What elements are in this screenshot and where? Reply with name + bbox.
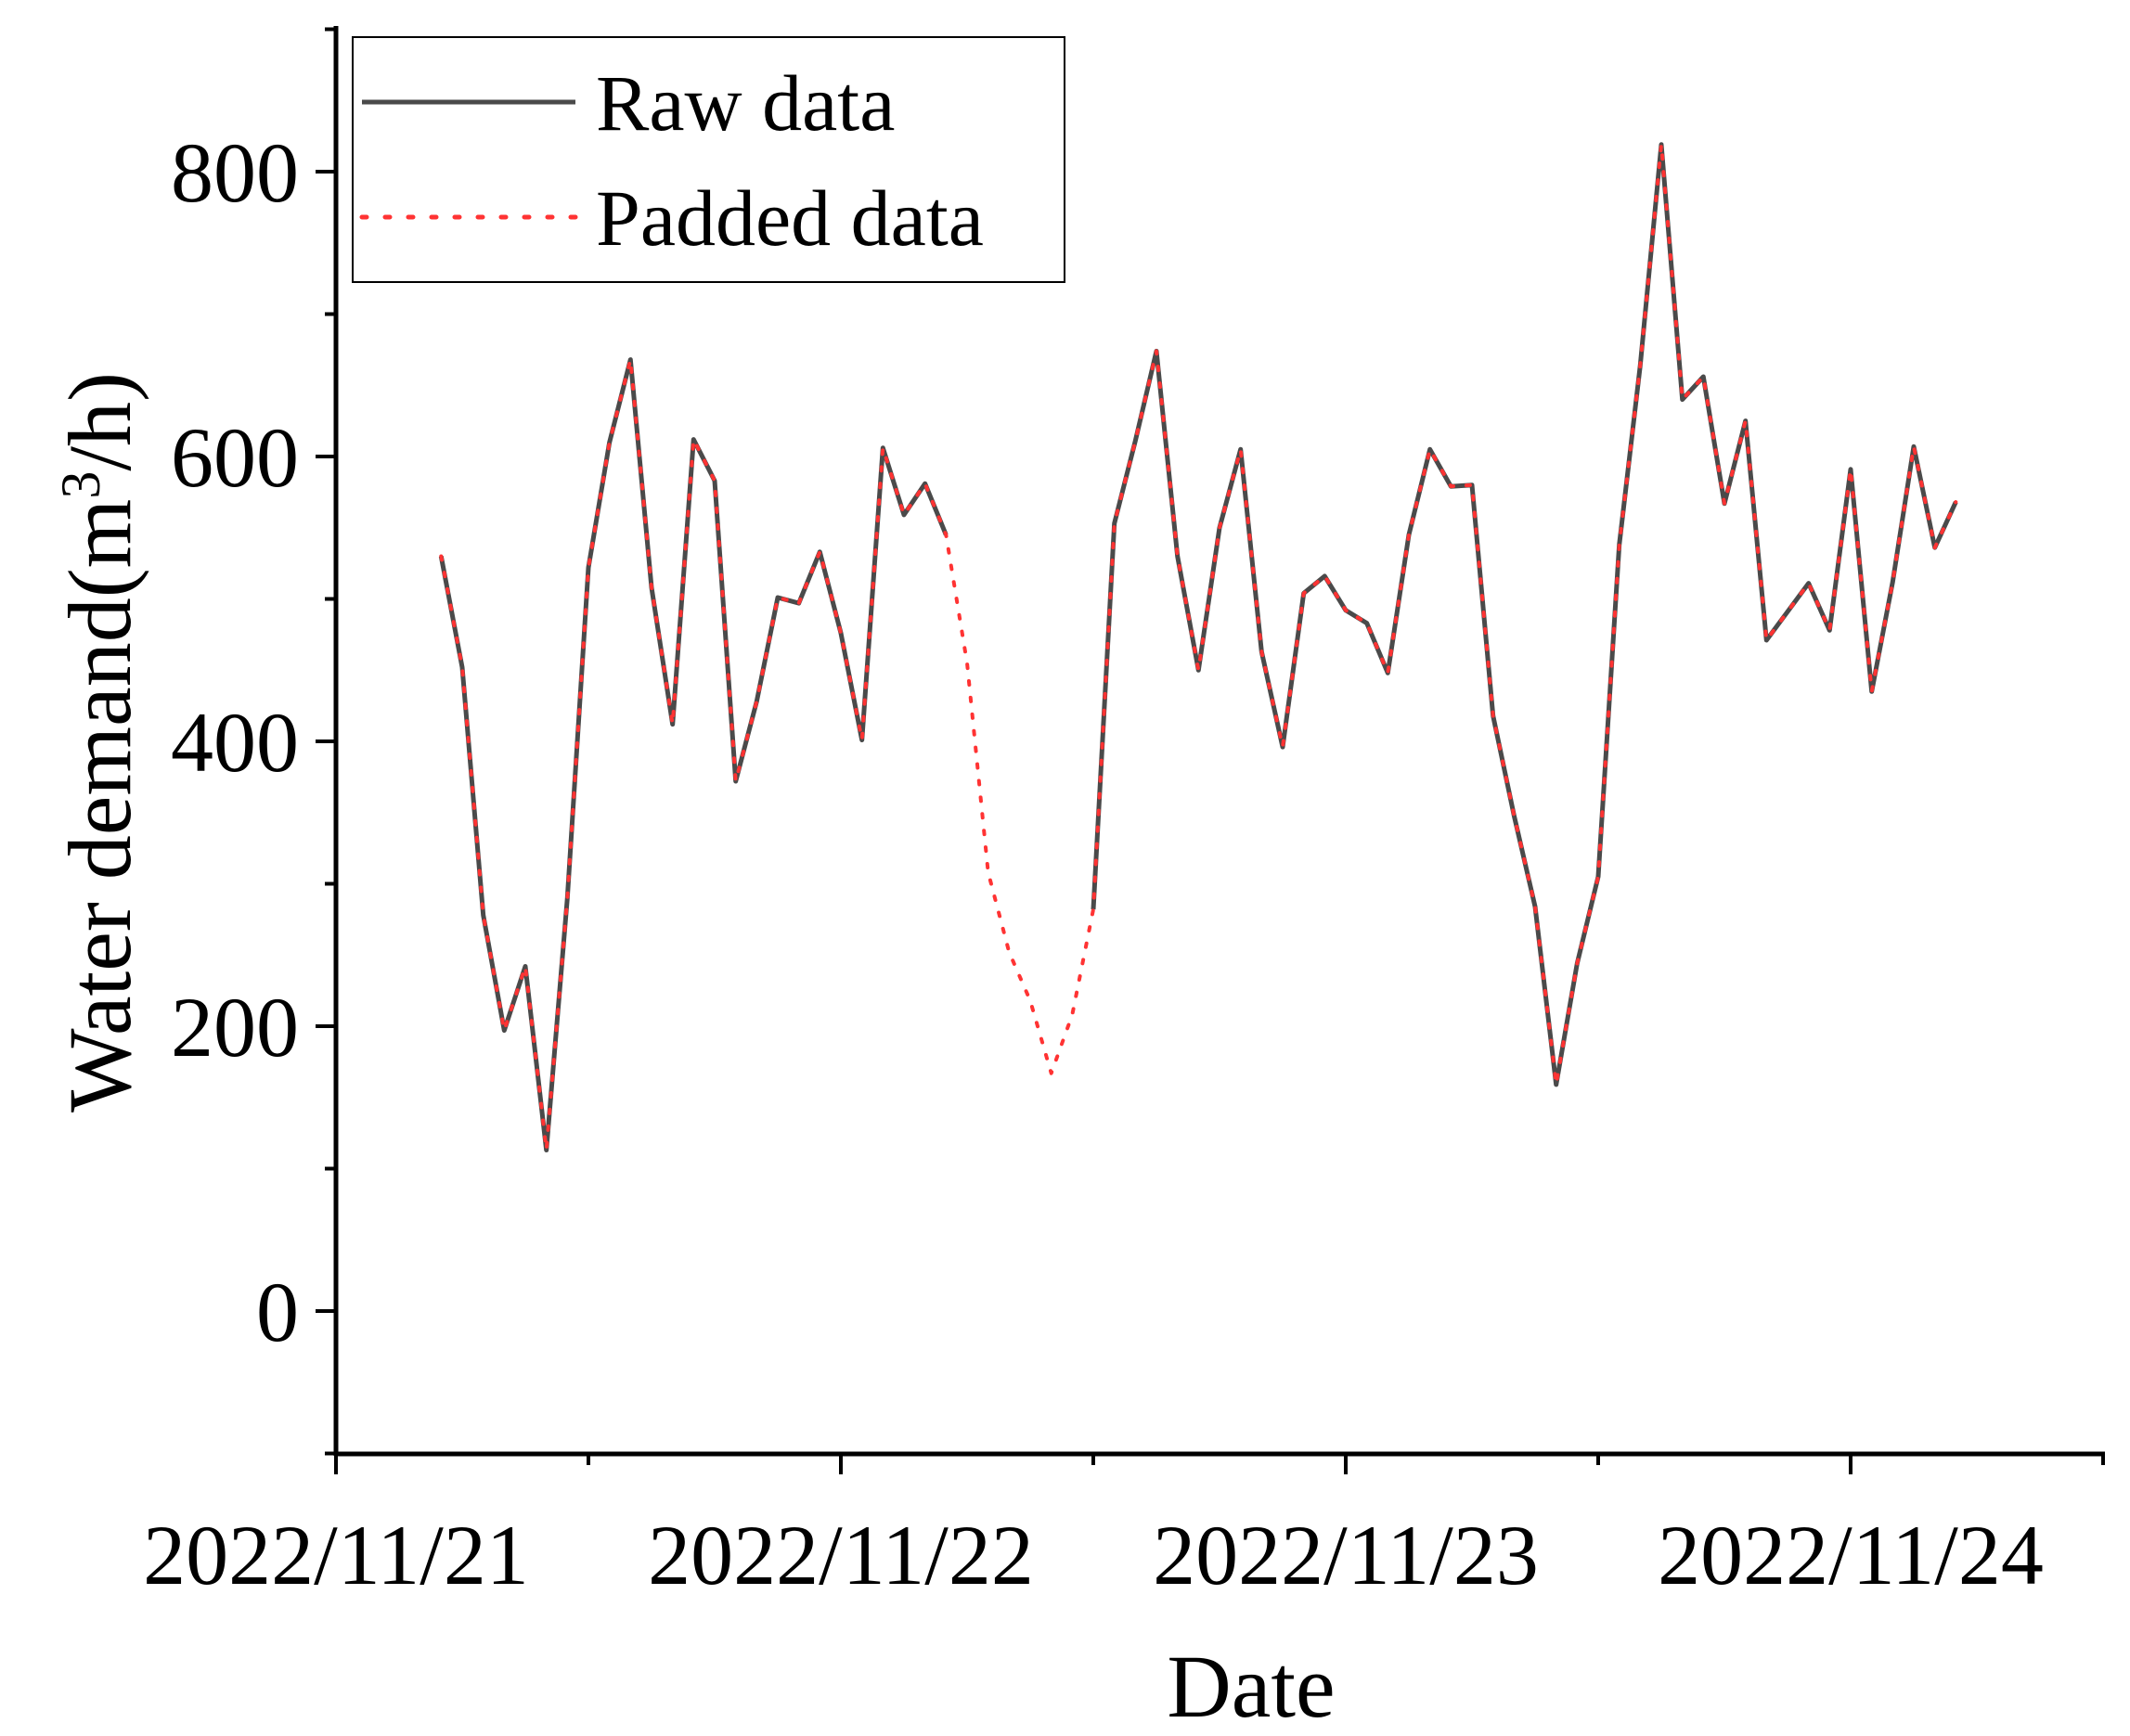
raw-data-line (438, 357, 949, 1152)
legend: Raw data Padded data (352, 36, 1065, 283)
y-axis-title: Water demand(m3/h) (50, 372, 149, 1112)
y-tick-label: 800 (171, 125, 299, 220)
padded-data-line (439, 142, 1958, 1152)
x-axis-title: Date (1167, 1637, 1335, 1736)
y-axis-title-tail: /h) (50, 372, 149, 471)
legend-label-raw: Raw data (596, 58, 895, 148)
plot-area (438, 142, 1958, 1152)
raw-data-line (1091, 142, 1958, 1087)
y-tick-label: 0 (256, 1265, 299, 1359)
y-axis-title-superscript: 3 (50, 471, 111, 499)
x-tick-label: 2022/11/22 (648, 1508, 1034, 1602)
x-tick-label: 2022/11/24 (1658, 1508, 2044, 1602)
x-tick-label: 2022/11/23 (1153, 1508, 1539, 1602)
y-tick-label: 200 (171, 980, 299, 1074)
y-tick-label: 400 (171, 695, 299, 790)
legend-box (352, 36, 1065, 283)
y-axis-ticks: 0 200 400 600 800 (171, 27, 336, 1456)
x-tick-label: 2022/11/21 (143, 1508, 529, 1602)
x-axis-ticks: 2022/11/21 2022/11/22 2022/11/23 2022/11/24 (143, 1454, 2105, 1602)
y-axis-title-base: Water demand(m (50, 499, 149, 1112)
y-tick-label: 600 (171, 410, 299, 505)
legend-label-padded: Padded data (596, 174, 984, 263)
